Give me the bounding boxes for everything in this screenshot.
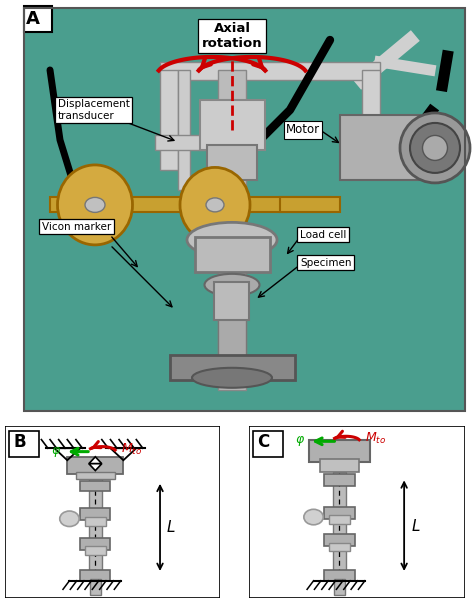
Text: B: B [13, 432, 26, 451]
Bar [214, 282, 249, 320]
Bar [50, 197, 330, 212]
Bar [309, 440, 370, 462]
Bar [24, 6, 52, 32]
Bar [67, 457, 123, 474]
Bar [76, 472, 115, 479]
Bar [195, 237, 270, 272]
Ellipse shape [180, 167, 250, 242]
Bar [324, 474, 355, 486]
Text: Specimen: Specimen [300, 258, 352, 268]
Bar [84, 517, 106, 525]
Ellipse shape [410, 123, 460, 173]
Ellipse shape [204, 274, 259, 296]
Bar [9, 431, 39, 457]
Bar [80, 570, 110, 581]
Bar [218, 70, 246, 390]
Bar [328, 515, 350, 524]
Bar [280, 197, 340, 212]
Text: Motor: Motor [286, 123, 320, 137]
Ellipse shape [400, 113, 470, 183]
Bar [80, 509, 110, 521]
Ellipse shape [192, 368, 272, 388]
Text: $\varphi$: $\varphi$ [51, 445, 61, 458]
Bar [160, 62, 380, 80]
Bar [324, 570, 355, 581]
Bar [160, 70, 178, 170]
Bar [324, 507, 355, 519]
Ellipse shape [187, 222, 277, 257]
Ellipse shape [85, 198, 105, 213]
Bar [320, 458, 359, 472]
Bar [324, 535, 355, 546]
Bar [178, 70, 190, 190]
Ellipse shape [422, 135, 447, 161]
Text: Load cell: Load cell [300, 230, 346, 240]
Text: $M_{to}$: $M_{to}$ [121, 442, 142, 457]
Text: $L$: $L$ [166, 519, 176, 535]
Bar [340, 115, 420, 180]
Text: Displacement
transducer: Displacement transducer [58, 99, 130, 121]
Text: $L$: $L$ [410, 518, 420, 534]
Text: A: A [26, 10, 40, 28]
Bar [362, 70, 380, 150]
Text: $\varphi$: $\varphi$ [295, 434, 305, 448]
Bar [80, 538, 110, 550]
Ellipse shape [60, 511, 79, 527]
Ellipse shape [304, 509, 323, 525]
Text: $M_{to}$: $M_{to}$ [365, 431, 386, 446]
Bar [328, 543, 350, 551]
Bar [218, 315, 246, 360]
Bar [89, 474, 102, 574]
Bar [84, 546, 106, 555]
Bar [334, 579, 345, 594]
Bar [80, 481, 110, 491]
Polygon shape [89, 464, 102, 471]
Bar [170, 355, 295, 380]
Ellipse shape [57, 165, 133, 245]
Bar [200, 100, 265, 150]
Bar [253, 431, 283, 457]
Bar [333, 472, 346, 574]
Bar [155, 135, 205, 150]
Polygon shape [89, 457, 102, 464]
Bar [207, 145, 257, 180]
Text: Vicon marker: Vicon marker [42, 222, 111, 232]
Bar [90, 579, 100, 594]
Ellipse shape [206, 198, 224, 212]
Text: C: C [257, 432, 270, 451]
Text: Axial
rotation: Axial rotation [202, 22, 262, 50]
